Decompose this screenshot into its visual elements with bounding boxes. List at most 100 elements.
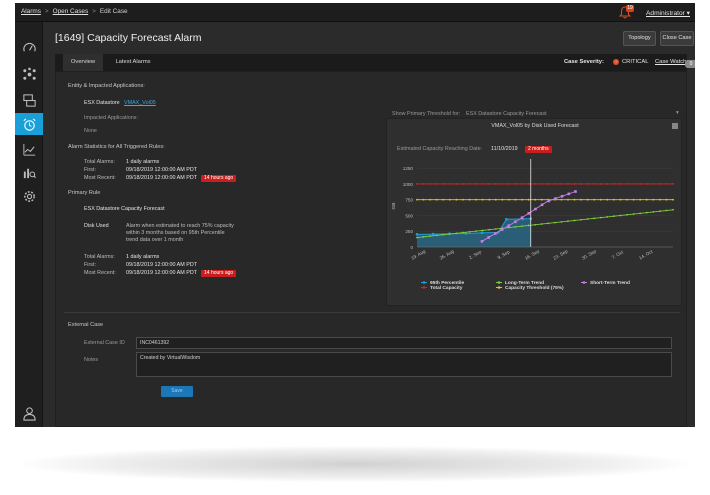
- series-point-total-capacity: [435, 183, 438, 185]
- series-point-long-term-trend: [632, 213, 635, 215]
- series-point-total-capacity: [468, 183, 471, 185]
- app-window: Alarms > Open Cases > Edit Case 19 Administr…: [15, 3, 695, 427]
- tab-overview[interactable]: Overview: [63, 54, 103, 71]
- breadcrumb-alarms[interactable]: Alarms: [21, 8, 41, 15]
- series-point-total-capacity: [560, 183, 563, 185]
- sidebar-item-dashboard[interactable]: [15, 36, 43, 58]
- series-point-total-capacity: [593, 183, 596, 185]
- series-point-total-capacity: [639, 183, 642, 185]
- series-point-long-term-trend: [468, 230, 471, 233]
- series-point-long-term-trend: [455, 232, 458, 235]
- series-point-capacity-threshold-75: [422, 198, 425, 201]
- legend-marker-short-term-trend: [582, 281, 586, 284]
- sidebar-item-user[interactable]: [15, 402, 43, 424]
- series-point-long-term-trend: [534, 223, 537, 226]
- series-point-95th-percentile: [505, 218, 508, 221]
- sidebar-item-layers[interactable]: [15, 89, 43, 111]
- series-point-total-capacity: [534, 183, 537, 185]
- series-point-short-term-trend: [487, 236, 490, 239]
- series-point-long-term-trend: [553, 221, 556, 224]
- series-line-long-term-trend: [416, 209, 674, 238]
- sidebar-item-analytics[interactable]: [15, 138, 43, 160]
- series-point-long-term-trend: [494, 228, 497, 230]
- series-point-long-term-trend: [593, 217, 596, 220]
- menu-icon[interactable]: [672, 123, 678, 129]
- x-tick-label: 23. Sep: [552, 248, 569, 260]
- sidebar-item-settings[interactable]: [15, 185, 43, 207]
- close-case-button[interactable]: Close Case: [660, 31, 694, 46]
- user-menu[interactable]: Administrator ▾: [646, 10, 690, 17]
- stat-label: Most Recent:: [84, 175, 116, 181]
- stat-value: 09/18/2019 12:00:00 AM PDT: [126, 167, 198, 173]
- series-point-capacity-threshold-75: [494, 198, 497, 201]
- sidebar-item-topology[interactable]: [15, 63, 43, 85]
- breadcrumb-open-cases[interactable]: Open Cases: [52, 8, 89, 15]
- page-title: [1649] Capacity Forecast Alarm: [55, 32, 202, 44]
- series-point-capacity-threshold-75: [658, 198, 661, 201]
- chevron-down-icon[interactable]: ▾: [676, 110, 679, 116]
- tab-latest-alarms[interactable]: Latest Alarms: [115, 59, 151, 65]
- entity-heading: Entity & Impacted Applications:: [68, 83, 145, 89]
- legend-label-95th-percentile: 95th Percentile: [430, 280, 464, 286]
- series-point-capacity-threshold-75: [580, 198, 583, 201]
- y-tick-label: 750: [405, 198, 413, 203]
- series-point-long-term-trend: [422, 235, 425, 238]
- forecast-date-value: 11/10/2019: [491, 146, 518, 152]
- stat-label: First:: [84, 167, 96, 173]
- series-point-capacity-threshold-75: [521, 198, 523, 201]
- series-point-long-term-trend: [580, 218, 583, 221]
- series-point-95th-percentile: [432, 232, 435, 236]
- series-point-long-term-trend: [606, 216, 609, 218]
- external-case-id-input[interactable]: INC0461392: [136, 337, 672, 349]
- age-badge: 14 hours ago: [201, 175, 237, 182]
- series-point-total-capacity: [521, 183, 523, 185]
- series-point-long-term-trend: [488, 228, 491, 231]
- stat-value: 09/18/2019 12:00:00 AM PDT: [126, 270, 198, 276]
- series-point-95th-percentile: [415, 233, 419, 236]
- external-case-id-label: External Case ID: [84, 340, 125, 346]
- series-point-capacity-threshold-75: [599, 198, 602, 201]
- series-point-capacity-threshold-75: [619, 198, 622, 201]
- series-point-total-capacity: [422, 183, 425, 185]
- series-point-total-capacity: [527, 183, 530, 185]
- bar-chart-search-icon: [23, 168, 36, 178]
- series-point-capacity-threshold-75: [481, 198, 484, 201]
- series-point-95th-percentile: [480, 231, 484, 235]
- topology-button[interactable]: Topology: [623, 31, 656, 46]
- series-point-long-term-trend: [429, 235, 432, 238]
- entity-link[interactable]: VMAX_Vol05: [124, 100, 156, 106]
- series-point-capacity-threshold-75: [416, 198, 418, 201]
- case-watchers-link[interactable]: Case Watchers: [655, 59, 695, 65]
- series-point-long-term-trend: [475, 230, 477, 233]
- series-point-95th-percentile: [497, 231, 500, 234]
- y-tick-label: 0: [410, 245, 413, 250]
- series-point-total-capacity: [672, 183, 674, 185]
- series-point-total-capacity: [494, 183, 497, 185]
- series-area-95th-percentile: [417, 218, 531, 247]
- legend-label-capacity-threshold-75: Capacity Threshold (75%): [505, 285, 564, 291]
- series-point-capacity-threshold-75: [567, 198, 569, 201]
- line-chart-icon: [22, 143, 35, 156]
- rule-metric: Disk Used: [84, 223, 109, 229]
- series-point-capacity-threshold-75: [540, 198, 543, 201]
- series-point-total-capacity: [606, 183, 609, 185]
- series-point-long-term-trend: [586, 218, 589, 220]
- series-point-long-term-trend: [507, 226, 510, 229]
- series-point-long-term-trend: [613, 215, 615, 218]
- series-point-short-term-trend: [560, 194, 564, 198]
- series-point-total-capacity: [540, 183, 543, 185]
- notes-textarea[interactable]: Created by VirtualWisdom: [136, 352, 672, 377]
- save-button[interactable]: Save: [161, 386, 193, 397]
- layers-icon: [22, 93, 36, 107]
- threshold-select[interactable]: ESX Datastore Capacity Forecast: [466, 111, 547, 117]
- series-point-long-term-trend: [435, 234, 438, 237]
- rule-name: ESX Datastore Capacity Forecast: [84, 206, 165, 212]
- series-point-total-capacity: [416, 183, 418, 185]
- sidebar-item-alarms[interactable]: [15, 113, 43, 135]
- chart-canvas: 0 250 500 750 1000 1250 GB 19. Aug 26. Aug 2. Sep…: [391, 159, 674, 291]
- sidebar-item-reports[interactable]: [15, 161, 43, 183]
- series-point-capacity-threshold-75: [632, 198, 635, 201]
- impacted-apps-value: None: [84, 128, 97, 134]
- series-point-total-capacity: [613, 183, 615, 185]
- y-axis-label: GB: [391, 203, 397, 210]
